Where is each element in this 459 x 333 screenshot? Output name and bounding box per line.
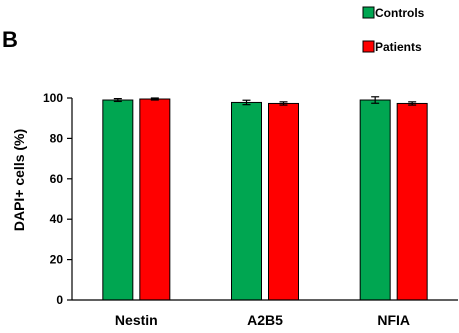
y-tick-label-2: 40: [50, 212, 64, 226]
x-tick-label-nfia: NFIA: [377, 312, 410, 328]
error-bar-patients-a2b5: [279, 101, 288, 106]
y-tick-label-3: 60: [50, 172, 64, 186]
bar-controls-nestin: [102, 99, 134, 301]
bar-controls-a2b5: [231, 101, 262, 301]
legend: Controls Patients: [362, 6, 425, 54]
y-tick-label-5: 100: [43, 91, 63, 105]
legend-swatch-controls: [362, 6, 375, 19]
x-tick-label-nestin: Nestin: [115, 312, 158, 328]
legend-label-patients: Patients: [375, 40, 422, 54]
error-bar-controls-a2b5: [242, 99, 251, 106]
bar-patients-nestin: [139, 98, 171, 301]
y-tick-label-4: 80: [50, 131, 64, 145]
x-tick-label-a2b5: A2B5: [247, 312, 283, 328]
bar-patients-nfia: [396, 102, 428, 301]
error-bar-patients-nfia: [408, 101, 417, 106]
error-bar-controls-nfia: [371, 96, 380, 104]
legend-label-controls: Controls: [375, 6, 425, 20]
error-bar-controls-nestin: [113, 98, 122, 103]
bar-patients-a2b5: [268, 102, 299, 301]
error-bar-patients-nestin: [150, 97, 159, 101]
y-tick-label-0: 0: [56, 293, 63, 307]
y-axis: 0 20 40 60 80 100: [43, 91, 73, 307]
y-tick-label-1: 20: [50, 253, 64, 267]
x-axis: Nestin A2B5 NFIA: [72, 299, 458, 328]
legend-swatch-patients: [362, 40, 375, 53]
bars: [102, 96, 428, 301]
y-axis-title: DAPI+ cells (%): [11, 129, 27, 231]
panel-label: B: [2, 27, 18, 52]
bar-controls-nfia: [359, 99, 391, 301]
